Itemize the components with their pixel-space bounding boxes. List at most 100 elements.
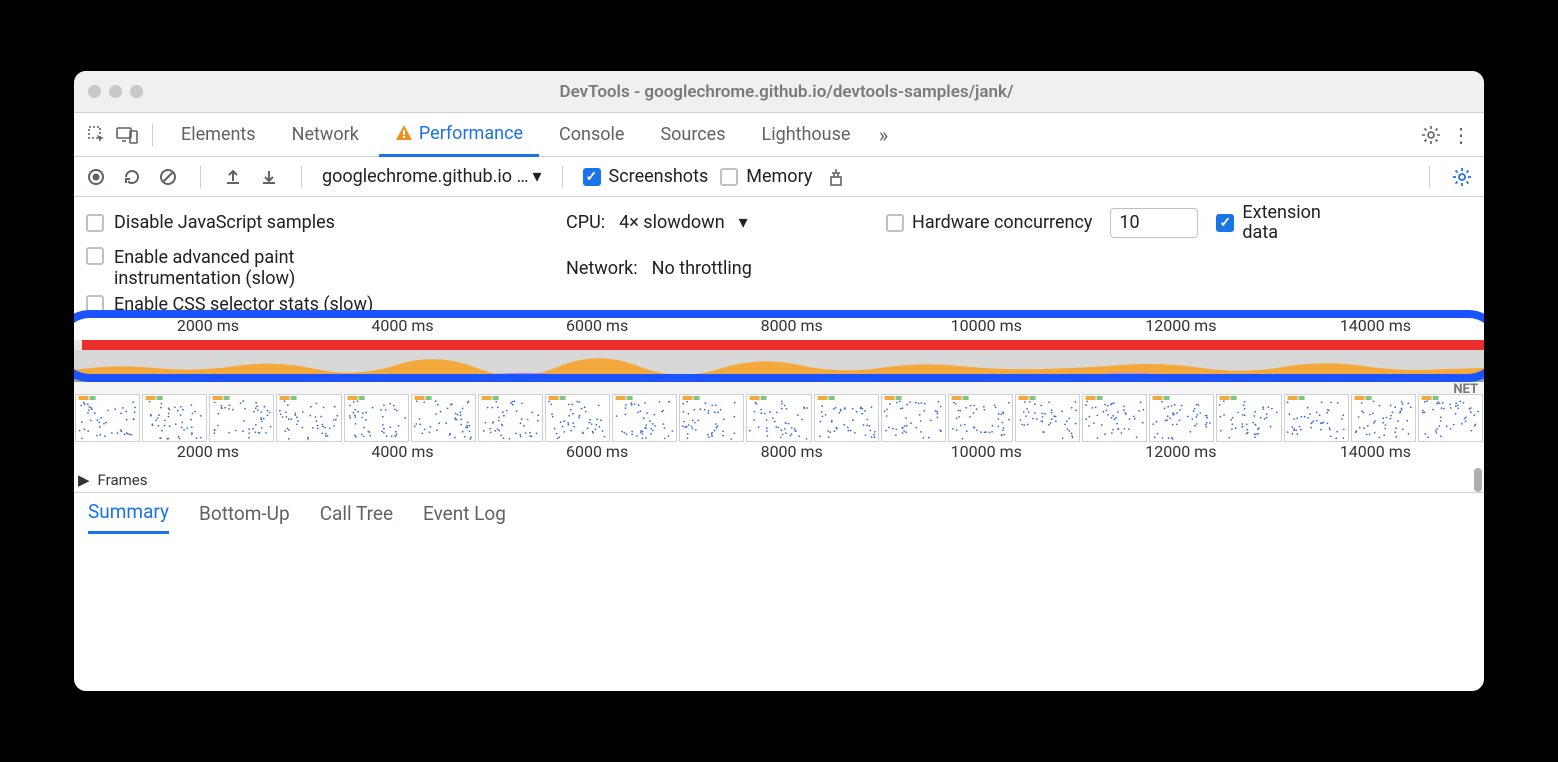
screenshot-thumb[interactable]	[411, 394, 476, 442]
perf-toolbar: googlechrome.github.io … ▾ Screenshots M…	[74, 157, 1484, 197]
settings-gear-icon[interactable]	[1418, 122, 1444, 148]
tab-lighthouse[interactable]: Lighthouse	[746, 113, 867, 157]
checkbox-icon	[720, 168, 738, 186]
expand-icon[interactable]: ▶	[78, 471, 90, 489]
screenshot-thumb[interactable]	[209, 394, 274, 442]
zoom-dot[interactable]	[130, 85, 143, 98]
screenshot-thumb[interactable]	[75, 394, 140, 442]
details-tabbar: Summary Bottom-Up Call Tree Event Log	[74, 492, 1484, 534]
timeline-overview[interactable]: 2000 ms4000 ms6000 ms8000 ms10000 ms1200…	[74, 316, 1484, 442]
tab-elements[interactable]: Elements	[165, 113, 272, 157]
checkbox-icon	[583, 168, 601, 186]
dropdown-icon: ▾	[532, 166, 541, 187]
tab-performance-label: Performance	[419, 123, 523, 144]
right-settings-row: Hardware concurrency 10 Extension data	[886, 203, 1472, 243]
clear-icon[interactable]	[156, 165, 180, 189]
device-icon[interactable]	[114, 122, 140, 148]
upload-icon[interactable]	[221, 165, 245, 189]
css-stats-checkbox[interactable]: Enable CSS selector stats (slow)	[86, 294, 566, 315]
garbage-collect-icon[interactable]	[824, 165, 848, 189]
ruler-tick: 10000 ms	[951, 442, 1022, 461]
close-dot[interactable]	[88, 85, 101, 98]
divider	[301, 166, 302, 188]
url-select[interactable]: googlechrome.github.io … ▾	[322, 166, 542, 187]
screenshot-thumb[interactable]	[1418, 394, 1483, 442]
extension-data-checkbox[interactable]: Extension data	[1216, 203, 1320, 243]
ruler-tick: 4000 ms	[371, 316, 433, 335]
checkbox-icon	[1216, 214, 1234, 232]
divider	[1429, 166, 1430, 188]
screenshot-thumb[interactable]	[1015, 394, 1080, 442]
screenshot-thumb[interactable]	[948, 394, 1013, 442]
network-throttle[interactable]: Network: No throttling	[566, 258, 886, 279]
tab-call-tree[interactable]: Call Tree	[320, 492, 393, 534]
divider	[152, 124, 153, 146]
cpu-throttle[interactable]: CPU: 4× slowdown ▾	[566, 212, 886, 233]
checkbox-icon	[86, 247, 104, 265]
tab-bottom-up[interactable]: Bottom-Up	[199, 492, 290, 534]
ruler-tick: 8000 ms	[761, 442, 823, 461]
ruler-tick: 2000 ms	[177, 442, 239, 461]
screenshot-thumb[interactable]	[276, 394, 341, 442]
capture-settings: Disable JavaScript samples CPU: 4× slowd…	[74, 197, 1484, 316]
frames-label: Frames	[94, 471, 152, 489]
memory-checkbox[interactable]: Memory	[720, 166, 812, 187]
screenshot-thumb[interactable]	[679, 394, 744, 442]
screenshot-thumb[interactable]	[612, 394, 677, 442]
more-tabs-icon[interactable]: »	[870, 122, 896, 148]
frames-track[interactable]: ▶ Frames	[74, 468, 1484, 492]
kebab-icon[interactable]: ⋮	[1448, 122, 1474, 148]
ruler-tick: 12000 ms	[1145, 316, 1216, 335]
net-row: NET	[74, 382, 1484, 394]
ruler-tick: 14000 ms	[1340, 316, 1411, 335]
cpu-activity-chart	[74, 350, 1484, 382]
screenshot-thumb[interactable]	[881, 394, 946, 442]
screenshot-thumb[interactable]	[142, 394, 207, 442]
screenshot-thumb[interactable]	[746, 394, 811, 442]
checkbox-icon	[86, 214, 104, 232]
screenshot-filmstrip[interactable]	[74, 394, 1484, 442]
devtools-window: DevTools - googlechrome.github.io/devtoo…	[74, 71, 1484, 691]
adv-paint-label: Enable advanced paint instrumentation (s…	[114, 247, 295, 290]
overview-ruler: 2000 ms4000 ms6000 ms8000 ms10000 ms1200…	[74, 316, 1484, 340]
tab-sources[interactable]: Sources	[644, 113, 741, 157]
adv-paint-checkbox[interactable]: Enable advanced paint instrumentation (s…	[86, 247, 566, 290]
hw-concurrency-input[interactable]: 10	[1110, 208, 1198, 238]
ruler-tick: 6000 ms	[566, 442, 628, 461]
screenshot-thumb[interactable]	[478, 394, 543, 442]
disable-js-checkbox[interactable]: Disable JavaScript samples	[86, 212, 566, 233]
screenshot-thumb[interactable]	[1149, 394, 1214, 442]
tab-performance[interactable]: Performance	[379, 113, 539, 157]
ruler-tick: 14000 ms	[1340, 442, 1411, 461]
inspect-icon[interactable]	[84, 122, 110, 148]
download-icon[interactable]	[257, 165, 281, 189]
screenshot-thumb[interactable]	[545, 394, 610, 442]
hw-label: Hardware concurrency	[912, 212, 1092, 233]
screenshot-thumb[interactable]	[1351, 394, 1416, 442]
tab-console[interactable]: Console	[543, 113, 640, 157]
net-label: Network:	[566, 258, 638, 279]
divider	[562, 166, 563, 188]
extension-data-label: Extension data	[1242, 203, 1320, 243]
memory-label: Memory	[746, 166, 812, 187]
panel-tabbar: Elements Network Performance Console Sou…	[74, 113, 1484, 157]
capture-settings-icon[interactable]	[1450, 165, 1474, 189]
disable-js-label: Disable JavaScript samples	[114, 212, 335, 233]
screenshot-thumb[interactable]	[344, 394, 409, 442]
screenshots-checkbox[interactable]: Screenshots	[583, 166, 709, 187]
hw-concurrency-checkbox[interactable]: Hardware concurrency	[886, 212, 1092, 233]
minimize-dot[interactable]	[109, 85, 122, 98]
tab-event-log[interactable]: Event Log	[423, 492, 506, 534]
reload-icon[interactable]	[120, 165, 144, 189]
main-ruler: 2000 ms4000 ms6000 ms8000 ms10000 ms1200…	[74, 442, 1484, 468]
screenshot-thumb[interactable]	[814, 394, 879, 442]
screenshot-thumb[interactable]	[1082, 394, 1147, 442]
screenshots-label: Screenshots	[609, 166, 709, 187]
screenshot-thumb[interactable]	[1216, 394, 1281, 442]
tab-network[interactable]: Network	[276, 113, 375, 157]
css-stats-label: Enable CSS selector stats (slow)	[114, 294, 373, 315]
tab-summary[interactable]: Summary	[88, 492, 169, 534]
screenshot-thumb[interactable]	[1284, 394, 1349, 442]
record-icon[interactable]	[84, 165, 108, 189]
ruler-tick: 6000 ms	[566, 316, 628, 335]
